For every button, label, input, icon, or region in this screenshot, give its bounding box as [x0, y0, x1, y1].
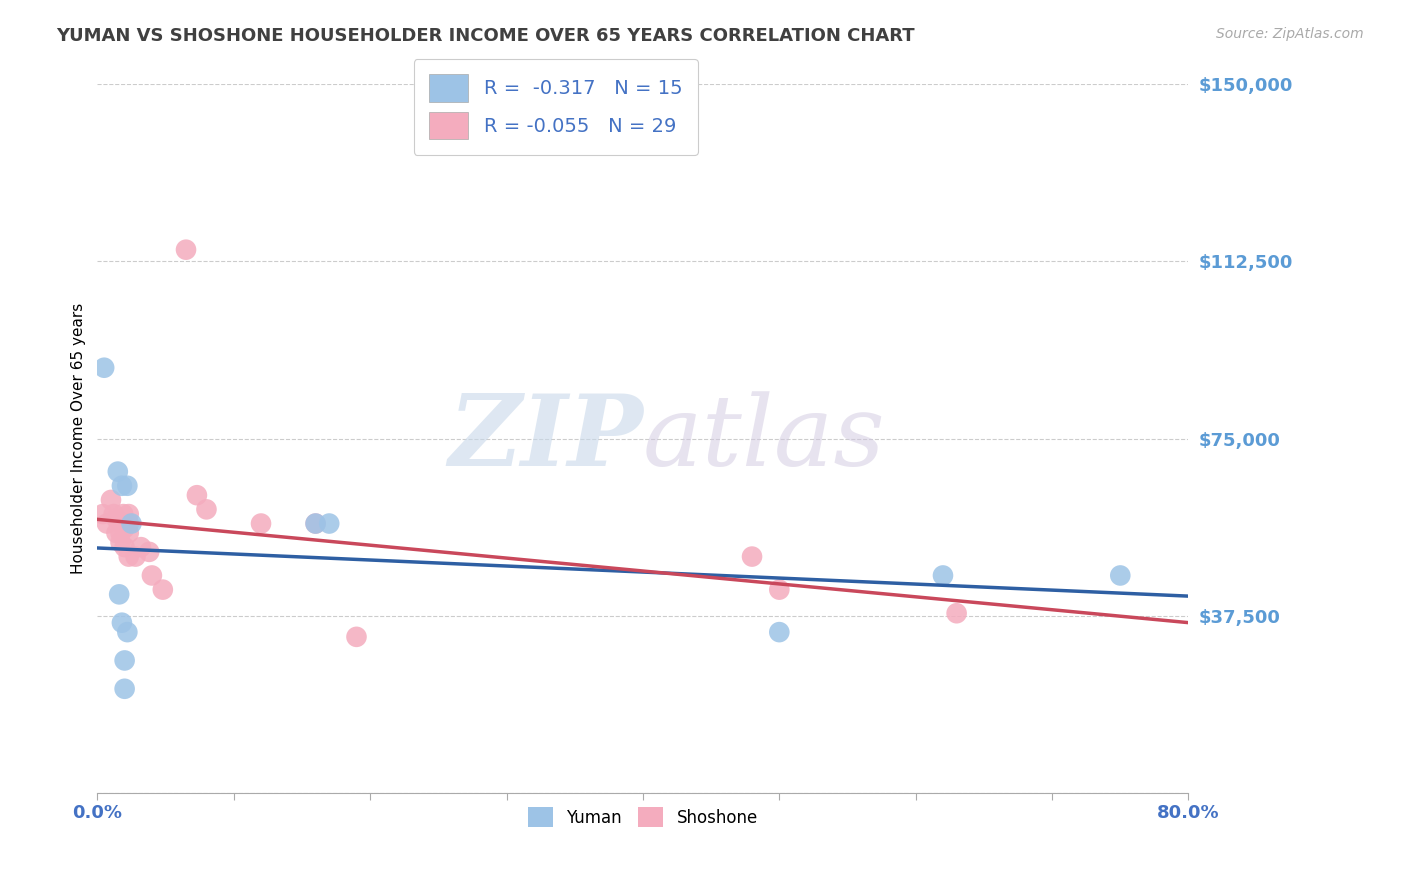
Point	[129, 540, 152, 554]
Point	[103, 507, 125, 521]
Point	[118, 549, 141, 564]
Point	[186, 488, 208, 502]
Point	[741, 549, 763, 564]
Legend: Yuman, Shoshone: Yuman, Shoshone	[522, 800, 765, 834]
Point	[117, 479, 139, 493]
Point	[141, 568, 163, 582]
Point	[768, 582, 790, 597]
Point	[138, 545, 160, 559]
Point	[120, 516, 142, 531]
Point	[768, 625, 790, 640]
Point	[118, 507, 141, 521]
Point	[110, 526, 132, 541]
Point	[195, 502, 218, 516]
Text: ZIP: ZIP	[449, 391, 643, 487]
Text: Source: ZipAtlas.com: Source: ZipAtlas.com	[1216, 27, 1364, 41]
Point	[114, 540, 136, 554]
Point	[105, 512, 128, 526]
Point	[93, 360, 115, 375]
Point	[111, 479, 134, 493]
Point	[111, 615, 134, 630]
Point	[318, 516, 340, 531]
Point	[174, 243, 197, 257]
Point	[346, 630, 368, 644]
Point	[118, 516, 141, 531]
Point	[304, 516, 326, 531]
Point	[91, 507, 114, 521]
Y-axis label: Householder Income Over 65 years: Householder Income Over 65 years	[72, 303, 86, 574]
Point	[932, 568, 955, 582]
Point	[114, 521, 136, 535]
Point	[105, 526, 128, 541]
Point	[152, 582, 174, 597]
Text: YUMAN VS SHOSHONE HOUSEHOLDER INCOME OVER 65 YEARS CORRELATION CHART: YUMAN VS SHOSHONE HOUSEHOLDER INCOME OVE…	[56, 27, 915, 45]
Point	[304, 516, 326, 531]
Point	[945, 606, 967, 620]
Point	[100, 492, 122, 507]
Point	[1109, 568, 1132, 582]
Point	[124, 549, 146, 564]
Text: atlas: atlas	[643, 391, 886, 486]
Point	[107, 465, 129, 479]
Point	[112, 507, 135, 521]
Point	[108, 587, 131, 601]
Point	[250, 516, 273, 531]
Point	[114, 681, 136, 696]
Point	[96, 516, 118, 531]
Point	[110, 535, 132, 549]
Point	[117, 625, 139, 640]
Point	[114, 653, 136, 667]
Point	[118, 526, 141, 541]
